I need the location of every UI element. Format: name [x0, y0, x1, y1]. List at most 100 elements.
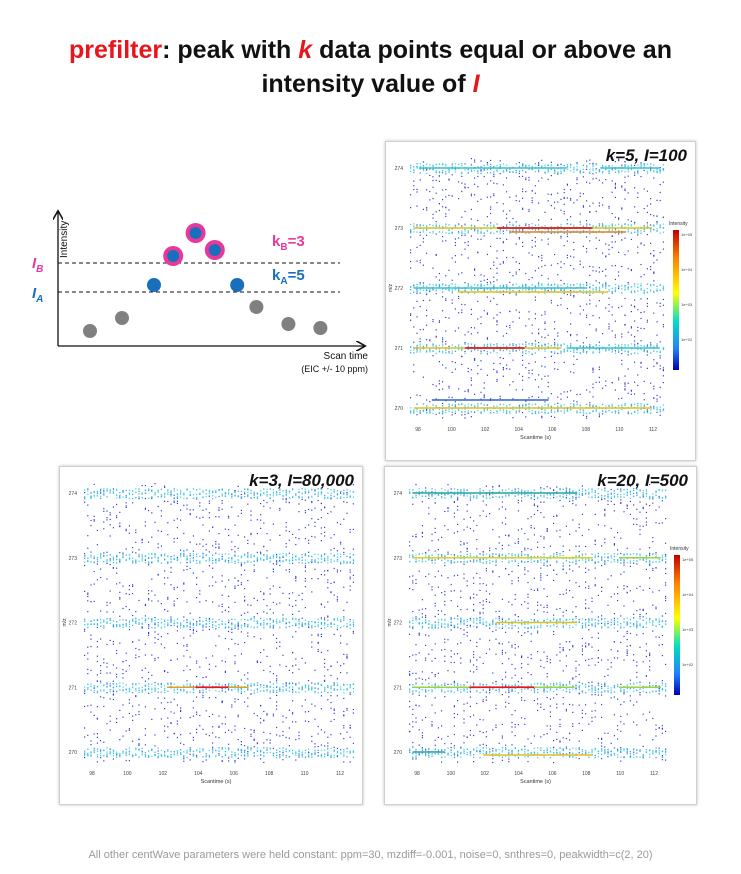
ms-point	[432, 383, 434, 386]
ms-point	[534, 403, 537, 405]
ms-point	[157, 755, 159, 757]
ms-point	[515, 349, 517, 352]
ms-point	[563, 244, 565, 247]
ms-point	[173, 732, 175, 734]
ms-point	[151, 562, 153, 564]
ms-point	[100, 489, 102, 491]
ms-point	[205, 626, 207, 628]
ms-point	[173, 488, 175, 490]
ms-point	[454, 238, 456, 240]
legend-tick-label: 1e+02	[681, 337, 693, 342]
ms-point	[199, 590, 201, 592]
ms-point	[100, 557, 102, 559]
ms-point	[467, 403, 469, 405]
ms-point	[592, 230, 594, 232]
ms-point	[563, 350, 565, 352]
ms-point	[419, 282, 421, 284]
ms-point	[250, 555, 252, 557]
ms-point	[100, 740, 102, 742]
ms-point	[442, 199, 444, 201]
ms-point	[208, 565, 210, 567]
ms-point	[157, 688, 159, 690]
ms-point	[499, 285, 501, 287]
ms-point	[502, 241, 504, 243]
ms-point	[512, 284, 514, 286]
ms-point	[205, 688, 207, 690]
ms-point	[260, 557, 262, 560]
ms-point	[128, 759, 130, 762]
ms-point	[231, 685, 233, 687]
ms-point	[247, 678, 249, 680]
ms-point	[563, 391, 565, 393]
ms-point	[183, 626, 185, 628]
ms-point	[183, 645, 185, 647]
ms-point	[650, 346, 652, 348]
ms-point	[100, 497, 102, 500]
ms-point	[589, 205, 591, 207]
ms-point	[157, 490, 159, 492]
ms-point	[560, 226, 562, 228]
ms-point	[173, 600, 175, 602]
ms-point	[525, 289, 527, 291]
ms-point	[656, 223, 658, 225]
ms-point	[228, 626, 230, 629]
ms-point	[432, 176, 434, 178]
ms-point	[470, 235, 472, 237]
ms-point	[141, 556, 143, 558]
ms-point	[170, 722, 172, 724]
ms-point	[448, 405, 450, 407]
ms-point	[157, 756, 159, 758]
ms-point	[218, 749, 220, 752]
ms-point	[525, 284, 527, 286]
ms-point	[426, 169, 428, 171]
ms-point	[189, 622, 191, 624]
ms-point	[576, 334, 578, 336]
ms-point	[506, 164, 508, 166]
ms-point	[432, 169, 434, 171]
ms-point	[224, 626, 227, 628]
ms-point	[598, 341, 600, 343]
ms-point	[269, 685, 271, 688]
ms-point	[269, 681, 271, 683]
ms-point	[502, 293, 504, 296]
ms-point	[112, 680, 114, 682]
ms-point	[630, 291, 633, 294]
ms-point	[586, 223, 588, 225]
ms-point	[589, 274, 591, 276]
ms-point	[611, 180, 613, 182]
ms-point	[212, 562, 214, 564]
ms-point	[228, 622, 230, 624]
ms-point	[112, 640, 114, 643]
ms-point	[234, 655, 236, 657]
ms-point	[228, 557, 230, 560]
ms-point	[576, 410, 578, 412]
ms-point	[260, 493, 262, 495]
ms-point	[125, 624, 127, 626]
ms-point	[547, 381, 549, 384]
ms-point	[486, 343, 489, 346]
ms-point	[563, 232, 565, 234]
ms-point	[458, 345, 460, 348]
ms-point	[154, 745, 156, 747]
ms-point	[474, 327, 476, 329]
ms-point	[659, 172, 661, 174]
ms-point	[260, 551, 262, 553]
ms-point	[263, 684, 265, 686]
ms-point	[128, 558, 131, 560]
ms-point	[621, 185, 623, 187]
ms-point	[138, 691, 140, 694]
ms-point	[493, 166, 495, 168]
ms-point	[106, 753, 108, 755]
ms-point	[659, 386, 661, 388]
ms-point	[538, 224, 540, 226]
ms-point	[183, 655, 185, 657]
ms-point	[141, 623, 143, 626]
ms-point	[244, 618, 246, 621]
ms-point	[506, 325, 508, 327]
ms-point	[189, 691, 191, 693]
ms-point	[247, 556, 249, 558]
ms-point	[650, 203, 652, 205]
ms-point	[228, 683, 230, 686]
ms-point	[192, 626, 195, 629]
ms-point	[90, 754, 92, 756]
